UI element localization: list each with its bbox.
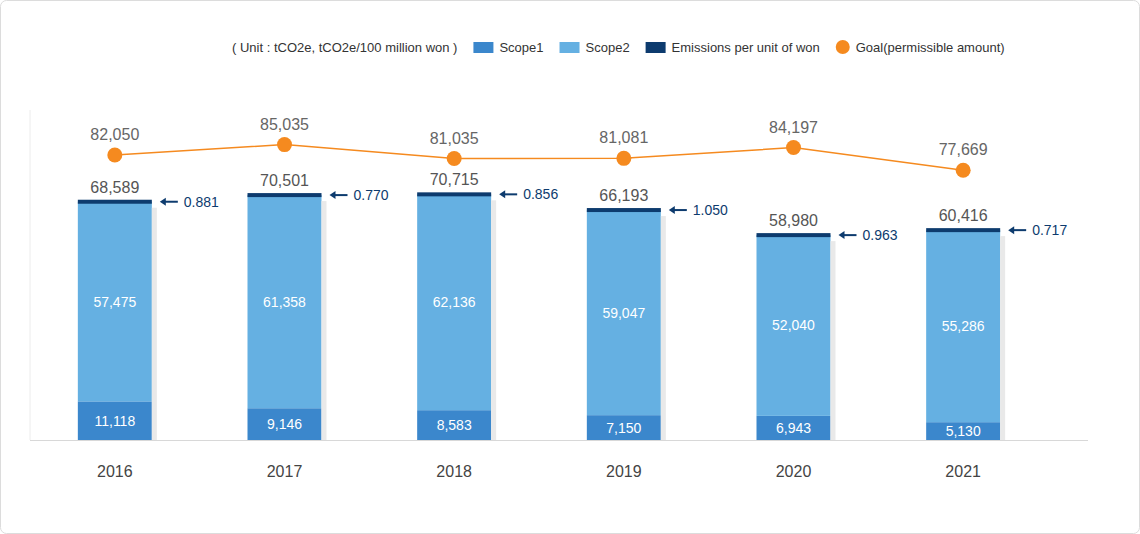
- bar-segment: [78, 202, 152, 402]
- bar-shadow: [152, 208, 157, 440]
- legend-label: Scope2: [586, 40, 630, 55]
- goal-marker: [956, 163, 971, 178]
- emission-cap: [78, 200, 152, 204]
- arrow: [673, 209, 687, 211]
- emission-label: 0.963: [863, 227, 898, 243]
- emission-label: 0.881: [184, 194, 219, 210]
- total-label: 70,715: [430, 171, 479, 188]
- arrow-head: [160, 198, 166, 206]
- y-axis-line: [30, 110, 31, 440]
- total-label: 68,589: [90, 179, 139, 196]
- x-tick-label: 2020: [776, 463, 812, 480]
- total-label: 60,416: [939, 207, 988, 224]
- x-tick-label: 2018: [436, 463, 472, 480]
- goal-marker: [447, 151, 462, 166]
- arrow: [1012, 229, 1026, 231]
- bar-segment: [248, 195, 322, 408]
- arrow-head: [1008, 226, 1014, 234]
- bar-segment: [757, 235, 831, 416]
- arrow-head: [499, 190, 505, 198]
- x-tick-label: 2016: [97, 463, 133, 480]
- goal-marker: [616, 151, 631, 166]
- goal-label: 82,050: [90, 126, 139, 143]
- legend-label: Scope1: [499, 40, 543, 55]
- goal-marker: [786, 140, 801, 155]
- goal-label: 77,669: [939, 141, 988, 158]
- total-label: 58,980: [769, 212, 818, 229]
- chart: 11,118 57,475 9,146 61,358 8,583 62,136 7,150 5…: [0, 0, 1140, 534]
- bar-segment: [926, 230, 1000, 422]
- arrow: [843, 234, 857, 236]
- legend-swatch: [473, 42, 493, 53]
- legend-swatch: [646, 42, 666, 53]
- emission-label: 0.717: [1032, 222, 1067, 238]
- segment-label: 5,130: [946, 423, 981, 439]
- total-label: 70,501: [260, 172, 309, 189]
- segment-label: 11,118: [94, 413, 135, 429]
- emission-cap: [926, 228, 1000, 232]
- goal-marker: [107, 147, 122, 162]
- legend-swatch: [560, 42, 580, 53]
- segment-label: 61,358: [263, 294, 306, 310]
- goal-label: 85,035: [260, 116, 309, 133]
- bar-shadow: [661, 216, 666, 440]
- arrow: [164, 201, 178, 203]
- segment-label: 62,136: [433, 294, 476, 310]
- labels: 11,118 57,475 9,146 61,358 8,583 62,136 7,150 5…: [90, 116, 1067, 480]
- arrow-head: [839, 231, 845, 239]
- goal-line: [115, 145, 963, 171]
- bar-shadow: [1000, 236, 1005, 440]
- legend: ( Unit : tCO2e, tCO2e/100 million won ) S…: [232, 40, 1005, 55]
- segment-label: 55,286: [942, 318, 985, 334]
- emission-label: 0.770: [354, 187, 389, 203]
- bar-shadow: [831, 241, 836, 440]
- bar-shadow: [322, 201, 327, 440]
- total-label: 66,193: [599, 187, 648, 204]
- legend-swatch: [836, 40, 850, 54]
- bar-segment: [417, 194, 491, 410]
- emission-cap: [587, 208, 661, 212]
- x-tick-label: 2021: [945, 463, 981, 480]
- goal-label: 81,035: [430, 130, 479, 147]
- goal-label: 81,081: [599, 129, 648, 146]
- emission-cap: [417, 192, 491, 196]
- bar-shadow: [491, 200, 496, 440]
- bar-segment: [78, 401, 152, 440]
- segment-label: 7,150: [606, 420, 641, 436]
- segment-label: 9,146: [267, 416, 302, 432]
- goal-label: 84,197: [769, 119, 818, 136]
- emission-label: 0.856: [523, 186, 558, 202]
- arrow-head: [669, 206, 675, 214]
- segment-label: 57,475: [93, 294, 136, 310]
- unit-label: ( Unit : tCO2e, tCO2e/100 million won ): [232, 40, 457, 55]
- segment-label: 59,047: [602, 305, 645, 321]
- bar-segment: [248, 408, 322, 440]
- x-tick-label: 2017: [267, 463, 303, 480]
- emission-label: 1.050: [693, 202, 728, 218]
- goal-marker: [277, 137, 292, 152]
- x-tick-label: 2019: [606, 463, 642, 480]
- legend-label: Emissions per unit of won: [672, 40, 820, 55]
- x-axis-line: [30, 440, 1088, 441]
- legend-label: Goal(permissible amount): [856, 40, 1005, 55]
- emission-cap: [248, 193, 322, 197]
- bar-segment: [417, 410, 491, 440]
- frame: [1, 1, 1140, 534]
- bar-segment: [587, 210, 661, 415]
- bar-segment: [757, 416, 831, 440]
- segment-label: 52,040: [772, 317, 815, 333]
- bar-segment: [926, 422, 1000, 440]
- bar-segment: [587, 415, 661, 440]
- segment-label: 8,583: [437, 417, 472, 433]
- emission-cap: [757, 233, 831, 237]
- arrow: [503, 193, 517, 195]
- segment-label: 6,943: [776, 420, 811, 436]
- marks: [78, 137, 1005, 440]
- arrow-head: [330, 191, 336, 199]
- arrow: [334, 194, 348, 196]
